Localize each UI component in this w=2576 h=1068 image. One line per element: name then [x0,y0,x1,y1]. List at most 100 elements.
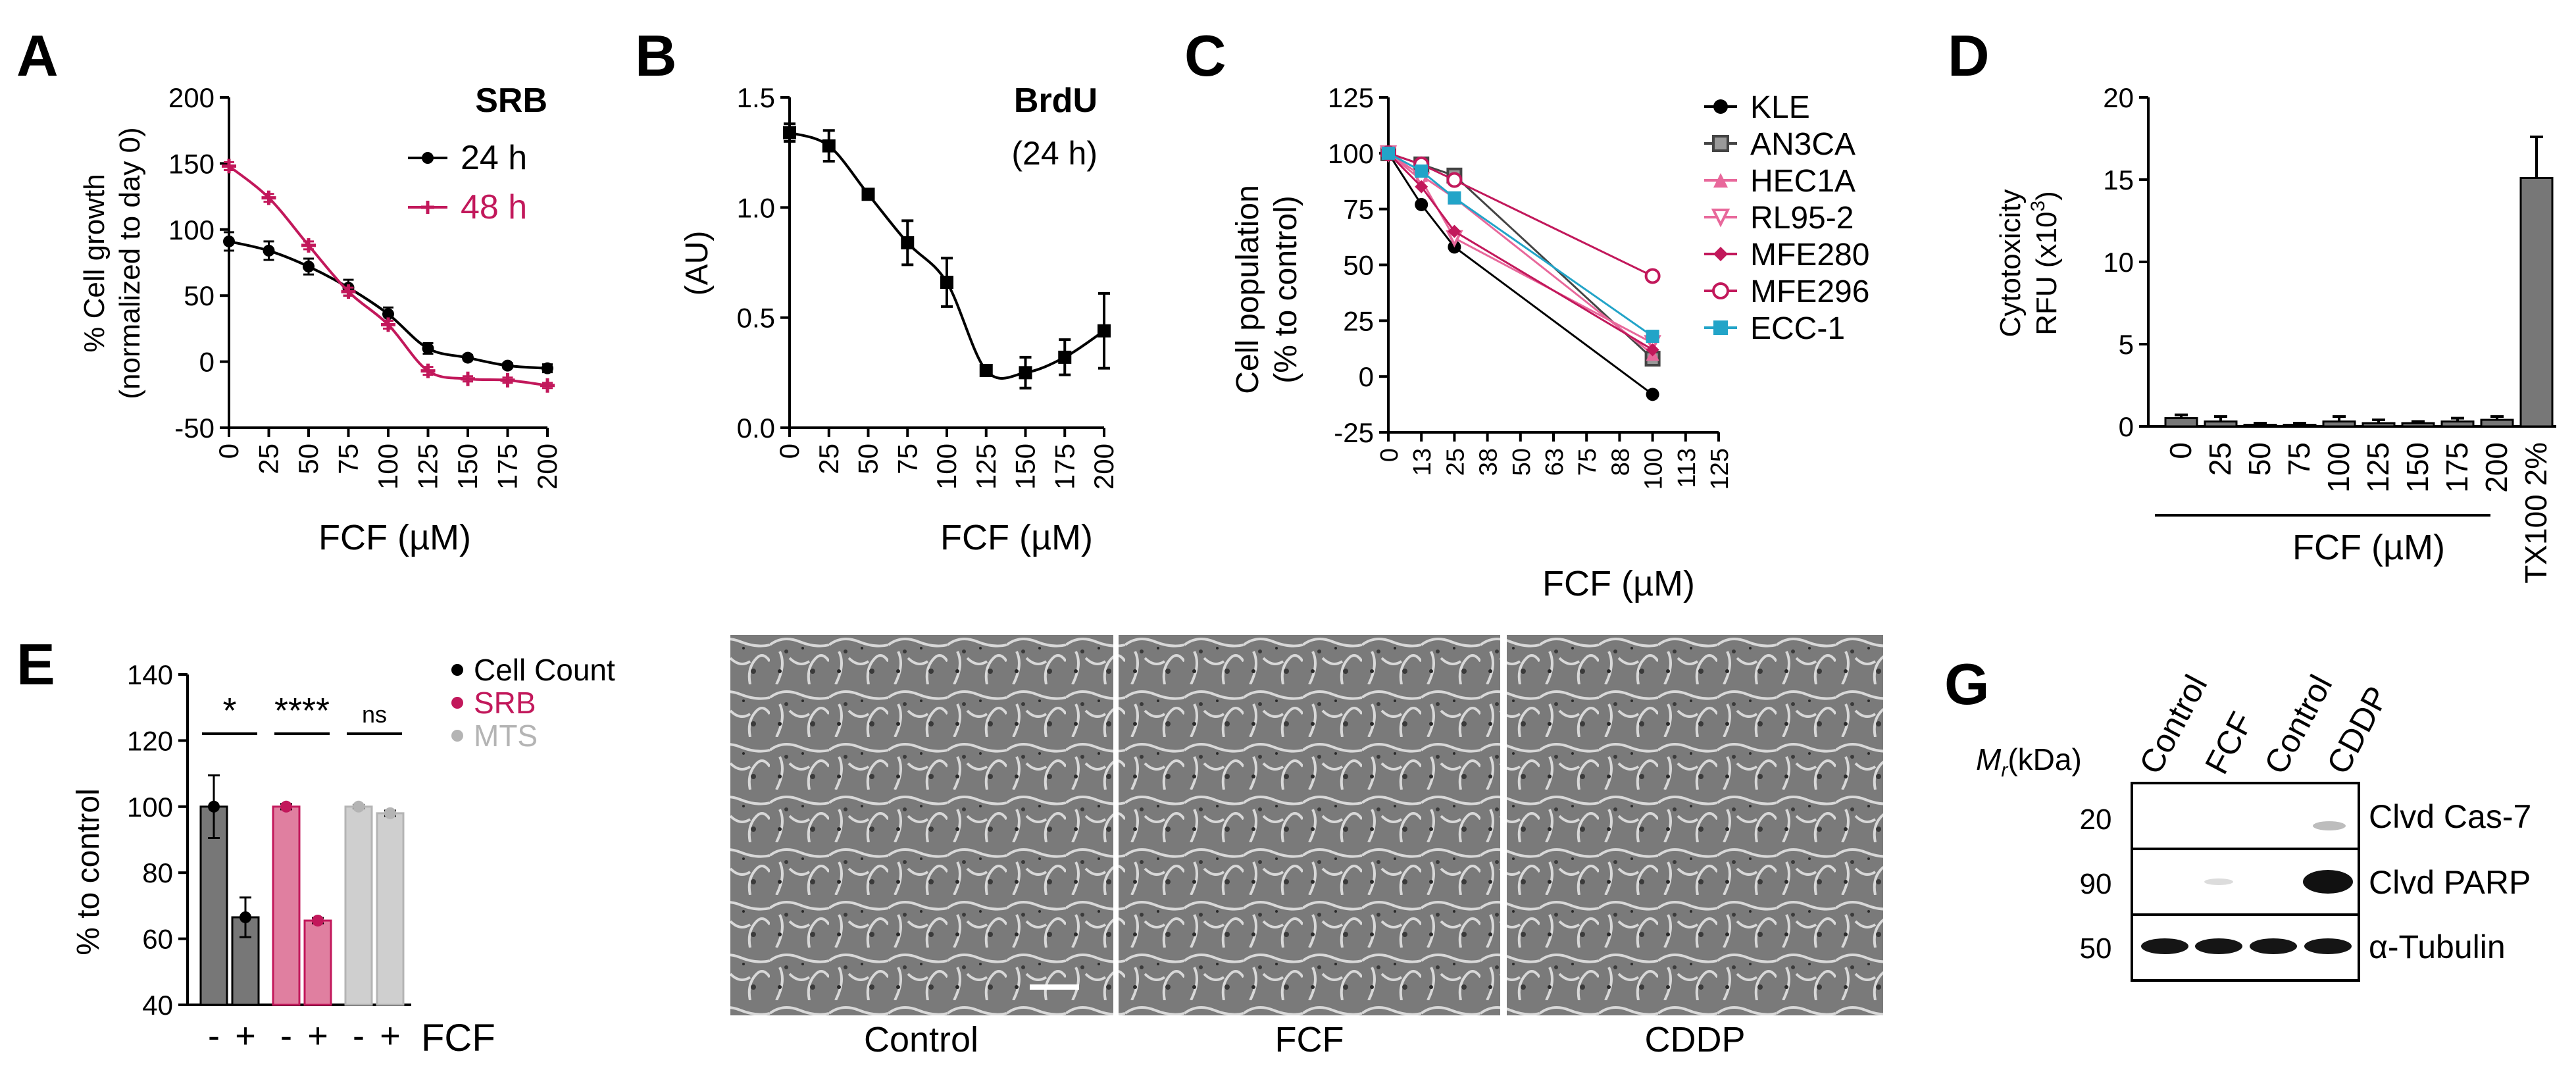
micrograph-fcf [1119,635,1500,1015]
chart-d-ylabel: Cytotoxicity [1994,190,2027,338]
blot-label-3: α-Tubulin [2369,928,2506,965]
x-tick-label: 125 [971,444,1001,490]
western-blot: Control FCF Control CDDP Mr(kDa) 20 90 5… [1976,669,2531,982]
data-point [301,238,316,253]
x-tick-label: 200 [2479,442,2513,493]
x-tick-label: 175 [2440,442,2474,493]
data-point [461,371,475,386]
data-point-KLE [1415,197,1428,211]
chart-c-ylabel2: (% to control) [1269,195,1303,383]
data-point [501,359,514,372]
bar-MTS-1 [376,812,405,1006]
x-tick-label: 25 [813,444,844,474]
series-line-1 [228,165,548,387]
chart-c-ylabel: Cell population [1230,185,1265,394]
bar-100 [2322,420,2356,428]
blot-mw-2: 90 [2080,868,2112,900]
chart-d-axes [2139,96,2556,428]
x-tick-label: TX100 2% [2519,442,2553,584]
x-tick-label: + [307,1016,328,1055]
band-parp-fcf [2204,878,2233,885]
data-point-ECC-1 [1646,330,1659,343]
data-point [384,807,396,819]
x-tick-label: 100 [2321,442,2356,493]
x-tick-label: 75 [1574,448,1602,476]
x-tick-label: 38 [1475,448,1503,476]
chart-e-ylabel: % to control [71,788,106,955]
y-tick-label: -50 [174,413,215,444]
chart-b-ylabel: (AU) [680,231,715,296]
error-bar [2254,422,2267,425]
micrograph-label-cddp: CDDP [1644,1020,1745,1059]
y-tick-label: 0 [199,347,215,378]
chart-d-ylabel2-main: RFU (x10 [2031,212,2063,336]
bar-25 [2204,420,2238,428]
error-bar [2214,415,2227,422]
x-tick-label: 25 [2203,442,2237,476]
y-tick-label: 100 [168,215,215,245]
x-tick-label: 13 [1409,448,1436,476]
sig-label: **** [274,691,330,730]
x-tick-label: 50 [293,444,324,474]
panel-letter-g: G [1944,651,1989,717]
data-point [1058,350,1072,364]
legend-marker-RL95-2 [1711,209,1730,228]
micrographs: Control FCF CDDP [730,635,1883,1059]
x-tick-label: 25 [253,444,284,474]
series-line-ECC-1 [1388,152,1654,338]
legend-label-HEC1A: HEC1A [1750,164,1856,199]
error-bar [2333,415,2346,422]
y-tick-label: 80 [142,857,173,888]
chart-e-xtick-labels: - + - + - + [208,1016,401,1055]
data-point-MFE280 [1646,343,1659,357]
x-tick-label: 0 [1376,448,1403,462]
data-point [1098,324,1111,338]
data-point-MFE280 [1415,180,1428,193]
y-tick-label: 40 [142,990,173,1021]
y-tick-label: 100 [127,792,173,823]
data-point [312,914,324,927]
chart-b-axes [780,96,1105,437]
data-point-MFE296 [1644,268,1661,284]
y-tick-label: 0.5 [737,303,775,334]
y-tick-label: 140 [127,659,173,690]
y-tick-label: 125 [1328,82,1374,113]
mr-label-m: M [1976,742,2002,776]
x-tick-label: 50 [853,444,884,474]
data-point [303,261,315,273]
chart-b-xtick-labels: 0 25 50 75 100 125 150 175 200 [774,444,1119,490]
x-tick-label: 25 [1442,448,1469,476]
x-tick-label: 50 [2242,442,2277,476]
bar-SRB-1 [303,919,332,1006]
legend-marker-MTS [451,730,463,742]
data-point [341,284,356,299]
data-point [261,190,276,205]
y-tick-label: 10 [2103,247,2134,278]
panel-letter-a: A [16,23,59,88]
legend-label-MFE296: MFE296 [1750,274,1869,309]
x-tick-label: 50 [1508,448,1536,476]
band-cas7-cddp [2313,821,2346,830]
chart-d-marks [2164,136,2554,428]
legend-marker-MFE296 [1712,282,1729,299]
x-tick-label: 0 [213,444,244,459]
data-point [208,800,220,813]
chart-a-ytick-labels: -50 0 50 100 150 200 [168,82,215,444]
micrograph-cddp [1507,635,1883,1015]
error-bar [2530,136,2543,178]
bar-75 [2283,424,2317,428]
chart-d-ytick-labels: 0 5 10 15 20 [2103,82,2134,442]
y-tick-label: 100 [1328,138,1374,169]
bar-125 [2361,422,2396,428]
x-tick-label: 175 [1049,444,1080,490]
legend-label-KLE: KLE [1750,90,1810,125]
chart-d-ylabel2: RFU (x103) [2027,191,2063,336]
series-line-MFE280 [1387,152,1654,351]
error-bar [2412,420,2425,423]
data-point [861,188,875,201]
legend-a-label-48h: 48 h [461,188,527,226]
data-point [542,362,553,374]
